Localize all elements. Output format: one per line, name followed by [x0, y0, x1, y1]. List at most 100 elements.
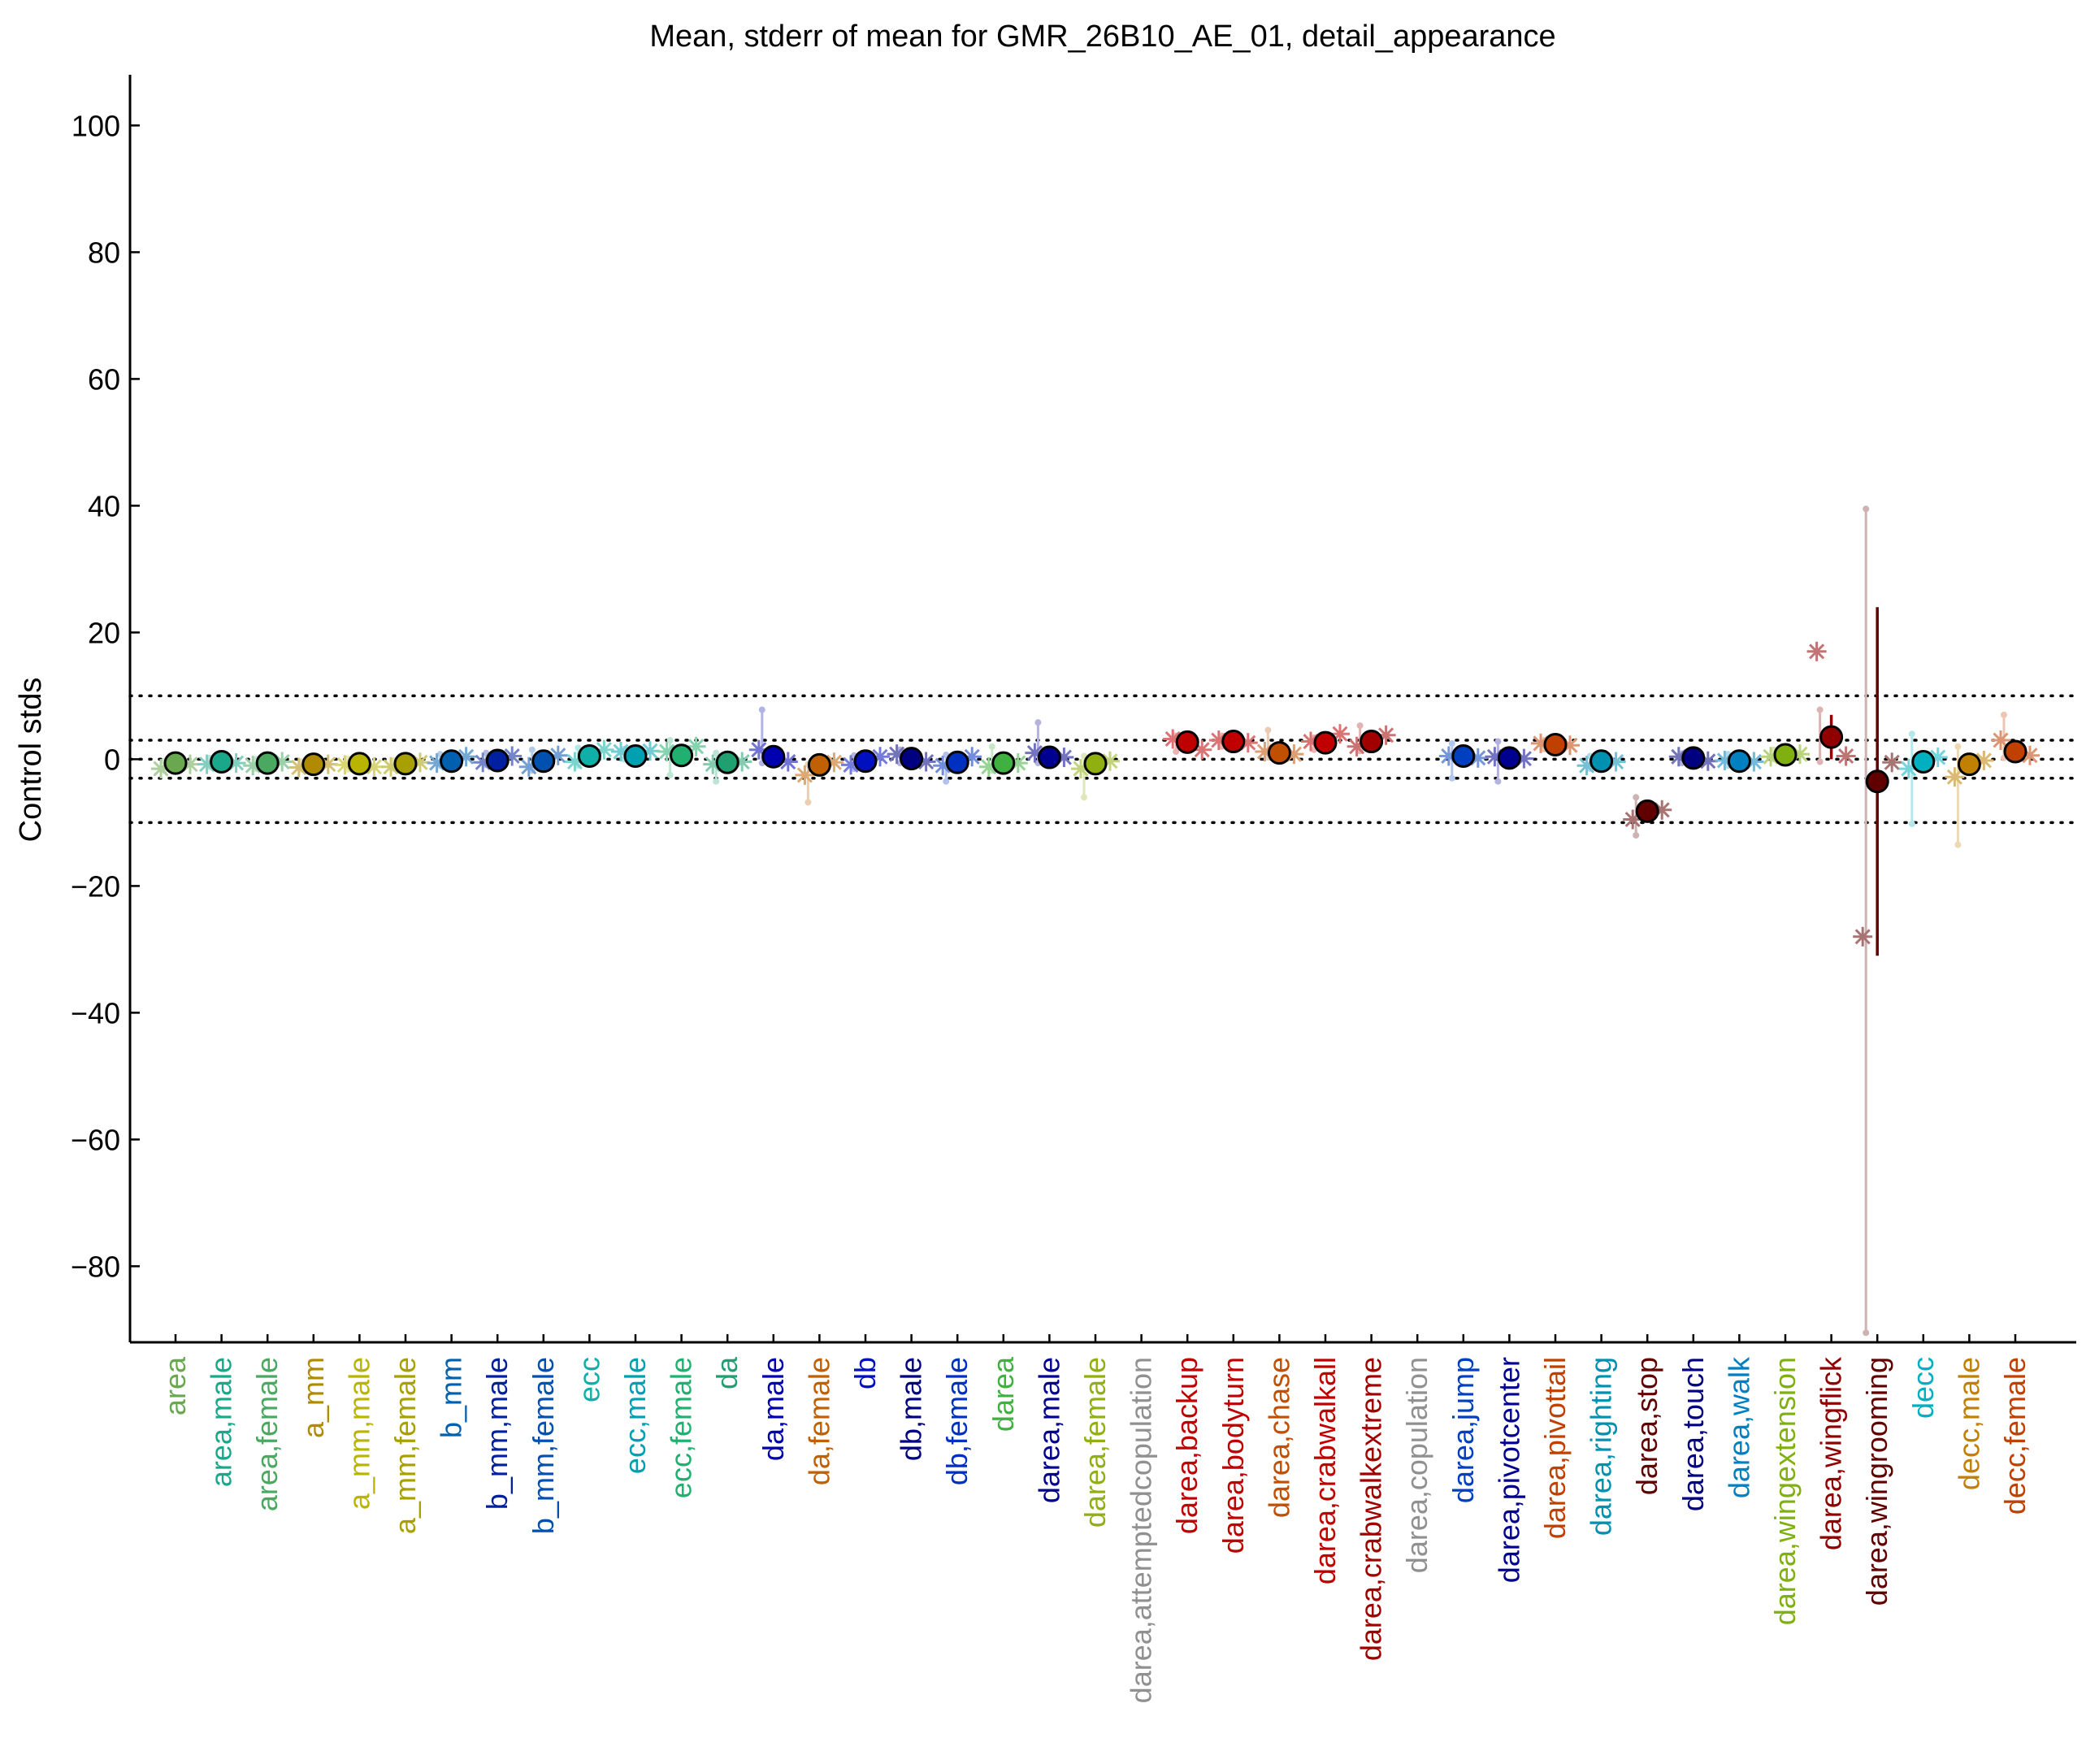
x-tick-label: darea,pivotcenter [1492, 1357, 1525, 1583]
whisker-end [1816, 758, 1824, 765]
mean-marker [163, 751, 188, 775]
whisker-end [758, 706, 765, 713]
x-tick-label: darea,righting [1585, 1357, 1618, 1536]
mean-marker [1451, 744, 1476, 768]
x-tick-label: darea,walk [1722, 1356, 1755, 1498]
mean-marker [1635, 799, 1659, 823]
whisker-end [1173, 748, 1180, 756]
mean-marker [1497, 746, 1521, 770]
y-tick-label: −20 [71, 869, 120, 903]
whisker-end [1356, 722, 1364, 730]
mean-marker [807, 752, 831, 777]
y-tick-label: 80 [88, 236, 120, 269]
mean-marker [1589, 749, 1614, 774]
mean-marker [715, 750, 739, 774]
mean-marker [1313, 730, 1338, 755]
x-tick-label: darea,attemptedcopulation [1125, 1357, 1158, 1703]
x-tick-label: darea,pivottail [1538, 1357, 1572, 1539]
mean-marker [1773, 743, 1798, 767]
whisker-end [1816, 706, 1824, 713]
mean-marker [485, 748, 510, 773]
whisker-end [1633, 794, 1640, 801]
x-tick-label: da,male [757, 1357, 790, 1461]
whisker-end [1448, 739, 1455, 747]
sub-value-marker [1991, 730, 2010, 750]
x-tick-label: darea,jump [1446, 1357, 1480, 1503]
x-tick-label: darea,bodyturn [1216, 1357, 1250, 1554]
mean-marker [210, 750, 234, 774]
mean-marker [440, 749, 464, 774]
mean-marker [2003, 739, 2027, 764]
x-tick-label: darea,crabwalkextreme [1355, 1357, 1388, 1661]
y-tick-label: −80 [71, 1250, 120, 1283]
mean-marker [347, 752, 371, 776]
mean-marker [1037, 745, 1061, 769]
mean-marker [1175, 730, 1199, 754]
x-tick-label: da [710, 1356, 744, 1389]
x-tick-label: area,male [205, 1357, 238, 1487]
whisker-end [1954, 743, 1962, 750]
sub-value-marker [1945, 767, 1965, 787]
mean-marker [1911, 750, 1936, 774]
x-tick-label: darea [987, 1356, 1020, 1432]
y-tick-label: 60 [88, 362, 120, 396]
sub-value-marker [1853, 926, 1873, 947]
mean-marker [991, 751, 1016, 775]
mean-marker [1543, 732, 1568, 756]
x-tick-label: db [848, 1357, 882, 1389]
x-tick-label: darea,touch [1676, 1357, 1710, 1511]
x-tick-label: decc,female [1998, 1357, 2032, 1515]
whisker-end [1448, 774, 1455, 782]
x-tick-label: db,female [940, 1357, 974, 1485]
x-tick-label: darea,copulation [1400, 1357, 1433, 1573]
mean-marker [301, 752, 326, 777]
whisker-end [575, 744, 582, 752]
whisker-end [1494, 738, 1502, 745]
x-tick-label: darea,wingextension [1768, 1357, 1802, 1625]
x-tick-label: a_mm,male [342, 1357, 375, 1510]
mean-marker [1221, 730, 1246, 754]
whiskers [161, 505, 2017, 1337]
mean-marker [1083, 752, 1108, 776]
mean-marker [1681, 746, 1706, 770]
whisker-end [1908, 730, 1915, 738]
x-tick-label: decc [1906, 1357, 1940, 1419]
mean-marker [1865, 769, 1889, 794]
x-tick-label: decc,male [1952, 1357, 1985, 1490]
y-tick-label: −60 [71, 1123, 120, 1156]
mean-marker [255, 751, 280, 775]
whisker-end [1081, 794, 1087, 801]
mean-marker [623, 744, 648, 768]
mean-marker [853, 749, 878, 774]
whisker-end [804, 799, 812, 806]
y-ticks: 100 80 60 40 20 0 −20 −40 −60 −80 [71, 109, 140, 1283]
mean-marker [761, 744, 786, 769]
x-tick-label: darea,chase [1262, 1357, 1295, 1518]
x-tick-label: a_mm [297, 1357, 330, 1438]
x-tick-label: darea,male [1032, 1357, 1065, 1503]
whisker-end [1494, 778, 1502, 785]
x-tick-label: darea,female [1078, 1357, 1112, 1528]
y-tick-label: 20 [88, 616, 120, 649]
mean-marker [1819, 725, 1844, 749]
mean-marker [670, 743, 694, 768]
whisker-end [713, 749, 720, 756]
x-tick-label: b_mm,male [480, 1357, 514, 1510]
whisker-end [2001, 711, 2007, 718]
whisker-end [988, 743, 995, 750]
x-tick-label: darea,wingflick [1815, 1356, 1848, 1550]
mean-marker [900, 747, 924, 771]
whisker-end [1264, 726, 1272, 734]
whisker-end [1633, 832, 1640, 839]
x-tick-label: ecc [572, 1357, 605, 1402]
whisker-end [666, 737, 674, 743]
x-tick-label: b_mm [435, 1357, 468, 1438]
mean-marker [1267, 741, 1291, 765]
x-tick-label: ecc,female [665, 1357, 698, 1498]
x-tick-label: darea,wingrooming [1860, 1357, 1893, 1606]
x-tick-label: area [158, 1356, 192, 1415]
mean-marker [577, 744, 601, 768]
sub-value-marker [611, 742, 631, 762]
sub-value-marker [1882, 752, 1902, 773]
